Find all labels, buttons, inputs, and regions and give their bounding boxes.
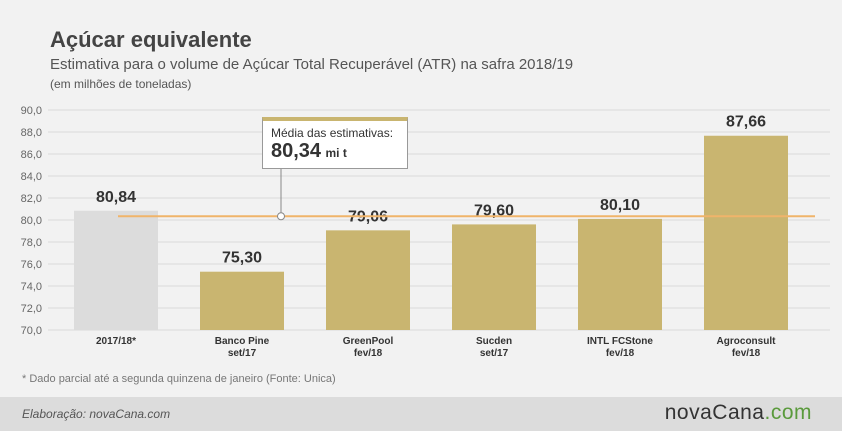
y-tick-label: 90,0	[21, 105, 42, 117]
x-category-label: INTL FCStone	[587, 336, 653, 347]
bar	[200, 271, 284, 330]
x-category-label: set/17	[228, 348, 257, 359]
bar-value-label: 87,66	[726, 114, 766, 131]
bar-value-label: 79,60	[474, 202, 514, 219]
x-category-label: Banco Pine	[215, 336, 270, 347]
x-category-label: GreenPool	[343, 336, 394, 347]
bar	[452, 224, 536, 330]
x-category-label: fev/18	[606, 348, 635, 359]
bar	[704, 135, 788, 330]
x-category-label: fev/18	[732, 348, 761, 359]
footnote: * Dado parcial até a segunda quinzena de…	[22, 373, 336, 385]
logo-ext: .com	[764, 401, 812, 424]
x-category-label: set/17	[480, 348, 509, 359]
bar	[578, 218, 662, 330]
mean-callout-value: 80,34	[271, 140, 322, 162]
logo-main: novaCana	[664, 401, 765, 424]
novacana-logo: novaCana.com	[665, 401, 812, 425]
bar	[326, 230, 410, 330]
credit-text: Elaboração: novaCana.com	[22, 407, 171, 421]
y-tick-label: 80,0	[21, 215, 42, 227]
y-tick-label: 72,0	[21, 303, 42, 315]
chart-title: Açúcar equivalente	[50, 27, 252, 52]
y-tick-label: 74,0	[21, 281, 42, 293]
bar	[74, 210, 158, 330]
x-category-label: Sucden	[476, 336, 512, 347]
bar-chart: 70,0 72,0 74,0 76,0 78,0 80,0 82,0 84,0 86,0 88,0…	[21, 105, 830, 359]
chart-subtitle: Estimativa para o volume de Açúcar Total…	[50, 56, 574, 73]
mean-callout: Média das estimativas: 80,34 mi t	[262, 117, 408, 169]
bar-value-label: 80,84	[96, 189, 136, 206]
x-category-label: Agroconsult	[717, 336, 777, 347]
mean-callout-unit: mi t	[325, 146, 347, 160]
y-tick-label: 82,0	[21, 193, 42, 205]
y-tick-label: 78,0	[21, 237, 42, 249]
mean-callout-label: Média das estimativas:	[271, 126, 394, 140]
bar-value-label: 80,10	[600, 197, 640, 214]
y-tick-label: 84,0	[21, 171, 42, 183]
y-tick-label: 88,0	[21, 127, 42, 139]
mean-marker	[277, 212, 285, 221]
y-tick-label: 86,0	[21, 149, 42, 161]
y-tick-label: 70,0	[21, 325, 42, 337]
x-category-label: 2017/18*	[96, 336, 136, 347]
bar-value-label: 75,30	[222, 250, 262, 267]
footer-bar: Elaboração: novaCana.com novaCana.com	[0, 397, 842, 431]
y-tick-label: 76,0	[21, 259, 42, 271]
unit-label: (em milhões de toneladas)	[50, 77, 192, 91]
x-category-label: fev/18	[354, 348, 383, 359]
